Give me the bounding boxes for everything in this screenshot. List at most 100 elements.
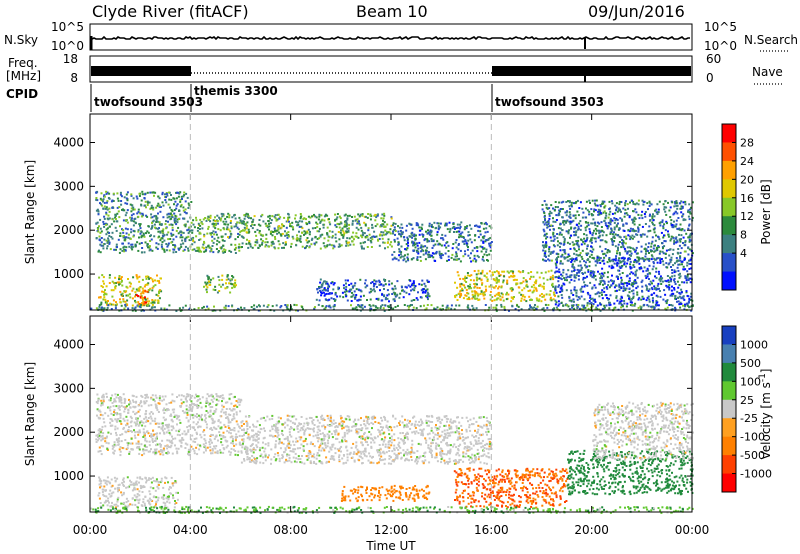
heatmap-cell [163,398,165,401]
heatmap-cell [627,229,630,232]
heatmap-cell [653,224,656,227]
heatmap-cell [475,291,478,294]
heatmap-cell [138,236,140,239]
heatmap-cell [576,210,579,213]
heatmap-cell [466,225,469,228]
heatmap-cell [544,271,547,274]
heatmap-cell [238,403,241,406]
heatmap-cell [622,282,625,285]
heatmap-cell [182,195,185,198]
heatmap-cell [584,216,587,219]
heatmap-cell [687,279,690,281]
heatmap-cell [319,235,322,238]
heatmap-cell [152,285,155,288]
heatmap-cell [309,230,311,233]
heatmap-cell [371,281,374,284]
heatmap-cell [143,204,146,207]
heatmap-cell [107,218,110,221]
heatmap-cell [144,241,147,244]
heatmap-cell [217,399,220,402]
heatmap-cell [166,213,169,216]
heatmap-cell [132,276,135,279]
heatmap-cell [147,432,150,435]
heatmap-cell [342,230,345,233]
heatmap-cell [372,235,375,238]
heatmap-cell [686,270,689,273]
heatmap-cell [611,243,614,246]
heatmap-cell [331,292,333,295]
heatmap-cell [414,238,417,241]
heatmap-cell [656,284,659,287]
heatmap-cell [648,214,651,217]
heatmap-cell [95,222,98,225]
heatmap-cell [632,210,634,213]
heatmap-cell [183,217,186,220]
heatmap-cell [688,238,691,241]
heatmap-cell [481,258,484,261]
heatmap-cell [623,247,626,250]
heatmap-cell [268,214,271,217]
heatmap-cell [632,219,634,222]
heatmap-cell [359,242,362,245]
heatmap-cell [455,239,458,241]
heatmap-cell [266,226,269,229]
heatmap-cell [676,259,679,262]
heatmap-cell [318,227,321,230]
heatmap-cell [295,244,298,247]
heatmap-cell [282,242,285,245]
heatmap-cell [661,242,664,245]
heatmap-cell [368,304,371,306]
heatmap-cell [613,258,616,261]
heatmap-cell [284,304,287,306]
heatmap-cell [629,258,632,261]
heatmap-cell [122,236,125,239]
heatmap-cell [586,247,588,250]
heatmap-cell [97,450,100,453]
heatmap-cell [482,241,485,244]
heatmap-cell [95,441,98,443]
heatmap-cell [563,239,566,242]
heatmap-cell [116,441,119,444]
heatmap-cell [213,237,216,240]
heatmap-cell [596,304,599,307]
heatmap-cell [299,237,302,240]
heatmap-cell [364,224,367,227]
heatmap-cell [118,398,121,401]
heatmap-cell [154,279,156,282]
heatmap-cell [238,243,241,246]
heatmap-cell [575,223,578,226]
heatmap-cell [209,406,212,409]
heatmap-cell [528,295,531,298]
heatmap-cell [607,225,610,228]
heatmap-cell [392,222,395,225]
heatmap-cell [154,215,156,218]
heatmap-cell [237,308,240,311]
heatmap-cell [168,198,171,201]
heatmap-cell [510,275,513,278]
heatmap-cell [111,218,114,221]
heatmap-cell [675,241,678,244]
heatmap-cell [154,450,157,453]
heatmap-cell [572,258,575,261]
heatmap-cell [170,223,173,226]
heatmap-cell [170,208,173,211]
heatmap-cell [156,204,159,207]
heatmap-cell [606,276,609,279]
heatmap-cell [465,288,468,291]
heatmap-cell [548,293,551,296]
colorbar-swatch [722,124,736,143]
heatmap-cell [584,271,587,274]
heatmap-cell [179,205,182,208]
heatmap-cell [557,280,560,283]
heatmap-cell [286,304,289,307]
heatmap-cell [596,204,599,207]
heatmap-cell [173,203,175,206]
heatmap-cell [237,236,239,238]
heatmap-cell [185,408,188,411]
heatmap-cell [180,394,183,397]
heatmap-cell [214,410,217,413]
heatmap-cell [388,283,391,286]
heatmap-cell [102,398,105,401]
heatmap-cell [215,395,218,398]
heatmap-cell [151,303,154,306]
